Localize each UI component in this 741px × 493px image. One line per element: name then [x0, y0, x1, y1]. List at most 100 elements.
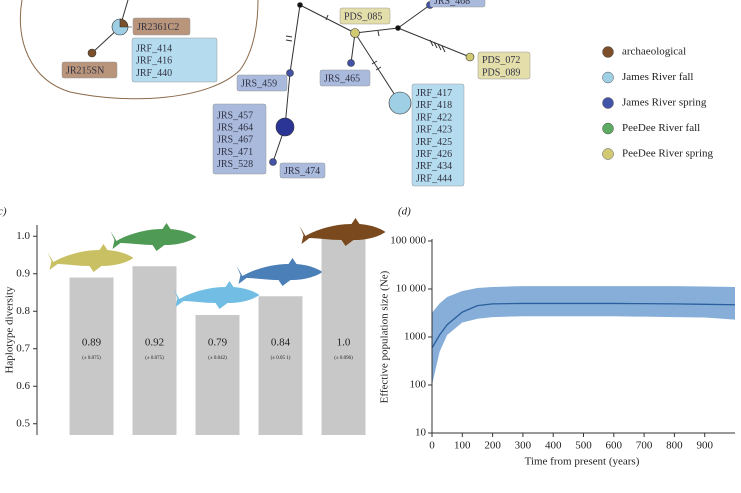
node	[297, 2, 303, 8]
node-label: JRF_418	[416, 100, 452, 111]
legend-label: James River spring	[622, 97, 707, 109]
node	[350, 28, 360, 38]
value-label: 0.79	[208, 337, 228, 349]
y-axis-label: Haplotype diversity	[4, 286, 16, 374]
x-tick-label: 0	[429, 440, 435, 452]
legend-swatch	[602, 148, 614, 160]
node	[87, 48, 97, 58]
panel-d: (d) Effective population size (Ne) Time fr…	[379, 206, 736, 468]
x-tick-label: 900	[696, 440, 713, 452]
mutation-hashes	[285, 14, 446, 71]
bar	[321, 236, 366, 435]
y-tick-label: 100 000	[390, 235, 426, 247]
edge	[289, 4, 301, 74]
label-box	[339, 7, 391, 25]
panel-c: c) Haplotype diversity 0.5 0.6 0.7 0.8 0.9 1.0 0…	[0, 206, 386, 435]
legend: archaeological James River fall James Rive…	[602, 46, 714, 160]
fish-icon	[236, 258, 323, 286]
x-tick-label: 400	[545, 440, 562, 452]
fish-icon	[110, 223, 197, 251]
label-box	[212, 103, 267, 175]
x-tick-label: 600	[606, 440, 623, 452]
node-label: JRS_474	[284, 166, 320, 177]
edge	[299, 4, 356, 34]
confidence-band	[432, 286, 735, 385]
node-label: JRS_468	[434, 0, 470, 7]
label-box	[477, 51, 531, 80]
node-label: JRF_425	[416, 137, 452, 148]
network-nodes	[87, 1, 475, 166]
label-box	[411, 83, 465, 187]
node	[347, 59, 355, 67]
node-label: JRS_457	[217, 110, 253, 121]
y-axis-label: Effective population size (Ne)	[379, 270, 391, 403]
y-tick-label: 100	[410, 379, 427, 391]
node-label: JRF_414	[136, 43, 172, 54]
node-label: JRF_423	[416, 125, 452, 136]
node	[275, 117, 295, 137]
edge	[350, 32, 356, 64]
edge	[354, 32, 401, 104]
value-note: (± 0.075)	[82, 356, 101, 361]
value-note: (± 0.042)	[208, 356, 227, 361]
edge	[397, 4, 431, 29]
node-label: JRF_422	[416, 112, 452, 123]
node-label: JRS_465	[324, 74, 360, 85]
node-label: JRF_416	[136, 56, 172, 67]
panel-label: c)	[0, 206, 7, 218]
node-label: PDS_085	[344, 12, 382, 23]
group-outline	[19, 0, 259, 100]
y-tick-label: 1000	[404, 331, 427, 343]
fish-icon	[47, 244, 134, 272]
bar	[132, 266, 177, 435]
node-label: JRS_471	[217, 147, 253, 158]
node	[388, 91, 412, 115]
label-box	[131, 37, 218, 83]
node-label: JRF_440	[136, 68, 172, 79]
value-label: 1.0	[337, 337, 351, 349]
node	[395, 25, 401, 31]
node	[465, 52, 475, 62]
legend-label: archaeological	[622, 46, 686, 58]
x-tick-label: 800	[666, 440, 683, 452]
panel-label: (d)	[398, 206, 411, 218]
legend-swatch	[602, 122, 614, 135]
x-tick-label: 100	[454, 440, 471, 452]
label-box	[319, 69, 371, 87]
y-tick-label: 0.8	[16, 305, 30, 317]
node-label: JRS_459	[241, 79, 277, 90]
value-note: (± 0.075)	[145, 356, 164, 361]
legend-label: PeeDee River spring	[622, 148, 714, 160]
value-note: (± 0.05 1)	[271, 356, 291, 361]
label-box	[236, 74, 288, 92]
value-label: 0.92	[145, 337, 164, 349]
legend-label: PeeDee River fall	[622, 122, 700, 134]
node-label: JRS_467	[217, 135, 253, 146]
node-label: JR215SN	[66, 66, 104, 77]
node-label: JRF_426	[416, 149, 452, 160]
node-label: JRF_417	[416, 88, 452, 99]
node	[269, 158, 277, 166]
y-tick-label: 0.5	[16, 417, 30, 429]
median-line	[431, 302, 736, 349]
node-label: JRS_464	[217, 122, 253, 133]
edge	[354, 27, 399, 34]
x-axis-label: Time from present (years)	[525, 456, 640, 468]
bar	[195, 315, 240, 435]
label-box	[279, 162, 326, 179]
fish-icon	[173, 281, 260, 309]
legend-swatch	[602, 97, 614, 109]
fish-icon	[299, 218, 386, 246]
y-tick-label: 1.0	[16, 230, 30, 242]
y-tick-label: 0.7	[16, 342, 30, 354]
node-label: PDS_089	[482, 67, 520, 78]
x-tick-label: 500	[575, 440, 592, 452]
y-tick-label: 0.9	[16, 267, 30, 279]
node-label: JRF_434	[416, 161, 452, 172]
x-tick-label: 300	[515, 440, 532, 452]
legend-swatch	[602, 71, 614, 84]
bar	[258, 296, 303, 435]
legend-swatch	[602, 46, 614, 58]
